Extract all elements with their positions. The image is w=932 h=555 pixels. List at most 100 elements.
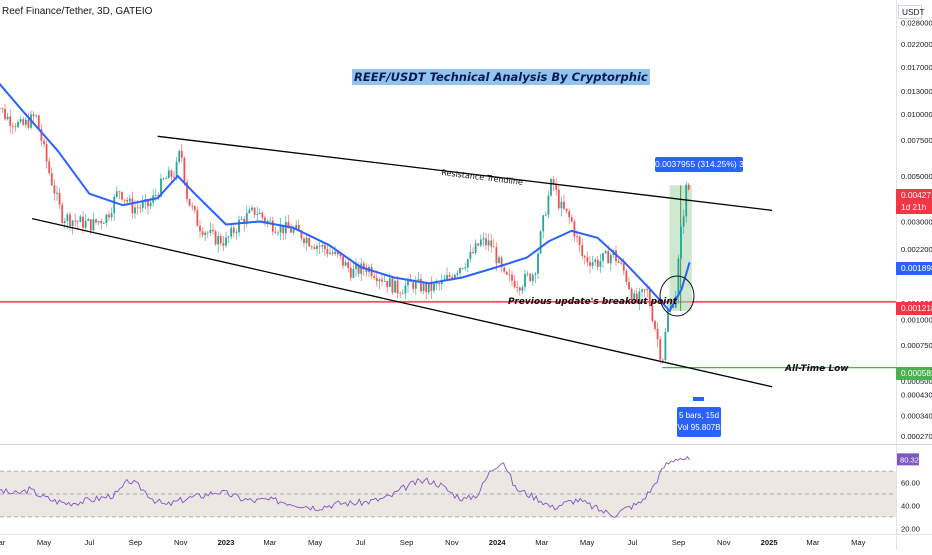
candle-body bbox=[347, 262, 350, 268]
candle-body bbox=[664, 331, 667, 361]
candle-body bbox=[251, 207, 253, 210]
candle-body bbox=[370, 267, 373, 277]
candle-body bbox=[329, 252, 331, 254]
bars-count-label: 5 bars, 15d bbox=[678, 411, 720, 420]
candle-body bbox=[407, 279, 409, 286]
candle-body bbox=[365, 269, 368, 273]
candle-body bbox=[456, 273, 459, 275]
candle-body bbox=[141, 202, 144, 208]
rsi-tick-label: 60.00 bbox=[901, 479, 920, 488]
candle-body bbox=[680, 226, 682, 259]
candle-body bbox=[279, 225, 282, 233]
candle-body bbox=[22, 119, 25, 125]
trendline-layer bbox=[31, 135, 773, 401]
candle-body bbox=[557, 189, 560, 209]
candle-body bbox=[66, 214, 69, 221]
rsi-current-value: 80.32 bbox=[900, 455, 919, 464]
candle-body bbox=[474, 243, 477, 253]
candle-body bbox=[646, 289, 649, 291]
candle-body bbox=[459, 268, 461, 274]
candle-body bbox=[69, 214, 71, 227]
candle-body bbox=[529, 273, 532, 281]
candle-body bbox=[82, 216, 84, 228]
candle-body bbox=[188, 198, 191, 206]
candle-body bbox=[196, 210, 199, 226]
moving-average-line bbox=[0, 82, 691, 312]
rsi-layer: 60.00 40.00 20.00 80.32 bbox=[0, 453, 920, 533]
candle-body bbox=[248, 209, 251, 214]
candle-body bbox=[308, 238, 311, 247]
candle-body bbox=[555, 184, 558, 190]
candle-body bbox=[433, 283, 435, 291]
candle-body bbox=[355, 264, 357, 269]
candle-body bbox=[95, 219, 97, 223]
candle-body bbox=[37, 115, 40, 130]
candle-body bbox=[131, 198, 134, 214]
candle-body bbox=[477, 243, 480, 246]
rsi-tick-label: 20.00 bbox=[901, 524, 920, 533]
candle-body bbox=[378, 279, 381, 282]
candle-body bbox=[563, 201, 565, 209]
candle-body bbox=[667, 309, 669, 332]
candle-body bbox=[58, 192, 61, 205]
candle-body bbox=[14, 126, 17, 128]
candle-body bbox=[0, 108, 1, 110]
candle-body bbox=[316, 245, 318, 250]
candle-body bbox=[635, 293, 638, 302]
all-time-low-tag: 0.0005821 bbox=[896, 367, 932, 380]
candle-body bbox=[209, 229, 212, 233]
candle-body bbox=[1, 108, 4, 110]
candle-body bbox=[9, 116, 12, 126]
candle-body bbox=[446, 275, 448, 280]
candle-body bbox=[659, 339, 662, 360]
candle-body bbox=[531, 274, 534, 281]
candle-body bbox=[487, 240, 490, 246]
bars-volume-label: Vol 95.807B bbox=[677, 423, 721, 432]
candle-body bbox=[19, 119, 22, 122]
measure-range-label: 0.0037955 (314.25%) 37,955 bbox=[655, 157, 765, 172]
time-tick-label: May bbox=[308, 538, 323, 547]
candle-body bbox=[238, 219, 240, 233]
candle-body bbox=[521, 287, 524, 291]
candle-body bbox=[297, 224, 300, 231]
candle-body bbox=[11, 125, 14, 127]
candle-body bbox=[417, 278, 420, 281]
candle-body bbox=[113, 196, 116, 214]
candle-body bbox=[425, 283, 428, 293]
breakout-point-label: Previous update's breakout point bbox=[508, 297, 678, 307]
candle-body bbox=[61, 204, 64, 223]
candle-body bbox=[313, 247, 316, 250]
candle-body bbox=[35, 115, 38, 117]
current-price-tag: 0.0042715 bbox=[896, 189, 932, 202]
candle-body bbox=[448, 275, 451, 277]
countdown-tag: 1d 21h bbox=[896, 201, 932, 214]
candle-body bbox=[482, 238, 485, 240]
candle-body bbox=[412, 281, 415, 289]
candle-body bbox=[232, 227, 235, 233]
candle-body bbox=[539, 231, 542, 254]
candle-body bbox=[500, 257, 503, 268]
candle-body bbox=[162, 178, 165, 180]
candle-body bbox=[453, 274, 456, 279]
candle-body bbox=[318, 245, 321, 247]
candle-body bbox=[50, 173, 53, 186]
time-tick-label: 2024 bbox=[489, 538, 507, 547]
candle-body bbox=[607, 251, 610, 264]
candle-body bbox=[518, 287, 521, 291]
candle-body bbox=[214, 231, 217, 245]
time-tick-label: Sep bbox=[129, 538, 143, 547]
currency-label[interactable]: USDT bbox=[898, 5, 925, 19]
candle-body bbox=[186, 182, 188, 199]
candle-body bbox=[173, 176, 175, 178]
candle-body bbox=[87, 219, 90, 221]
candle-body bbox=[339, 254, 342, 257]
candle-body bbox=[201, 231, 204, 236]
candle-body bbox=[498, 257, 500, 264]
candle-body bbox=[48, 161, 51, 174]
candle-body bbox=[560, 201, 563, 209]
candle-body bbox=[677, 258, 680, 297]
candle-body bbox=[45, 144, 48, 162]
